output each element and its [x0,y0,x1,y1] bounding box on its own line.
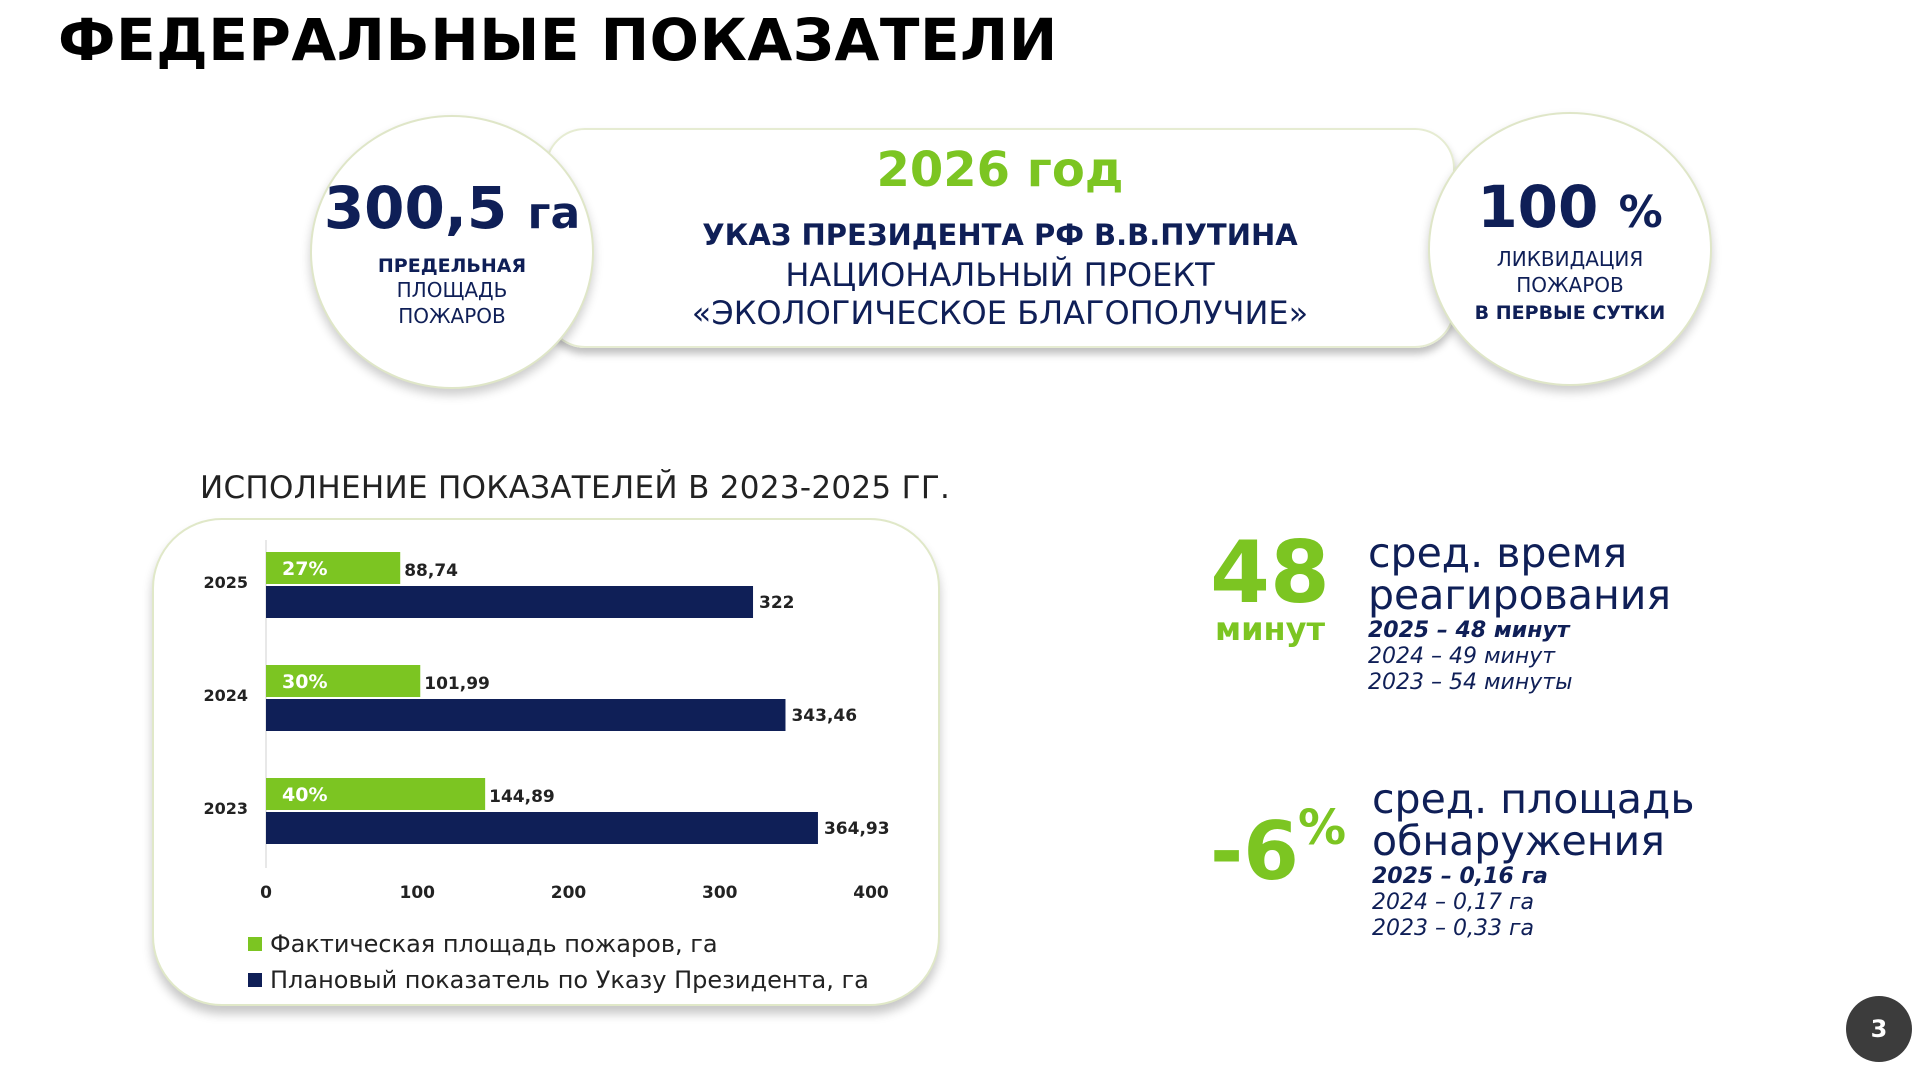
max-area-unit: га [527,188,581,239]
banner-project: НАЦИОНАЛЬНЫЙ ПРОЕКТ [785,256,1215,294]
response-time-unit: минут [1214,610,1326,648]
detection-area-unit: % [1298,800,1347,856]
response-time-2024: 2024 – 49 минут [1368,644,1556,669]
response-time-label-line1: сред. время [1368,529,1628,577]
banner: 2026 год УКАЗ ПРЕЗИДЕНТА РФ В.В.ПУТИНА Н… [545,128,1455,348]
liquidation-value: 100 [1477,173,1599,241]
max-area-label-line2: ПЛОЩАДЬ [396,278,508,302]
legend-label-actual: Фактическая площадь пожаров, га [270,930,718,958]
legend-swatch-actual [248,937,262,951]
max-area-label-bold: ПРЕДЕЛЬНАЯ [377,255,527,277]
legend-item-actual: Фактическая площадь пожаров, га [248,930,718,958]
max-area-label-line3: ПОЖАРОВ [398,304,506,328]
response-time-value: 48 [1210,523,1330,623]
detection-area-2023: 2023 – 0,33 га [1372,916,1534,941]
detection-area-label-line1: сред. площадь [1372,775,1695,823]
liquidation-label-line1: ЛИКВИДАЦИЯ [1496,247,1644,271]
detection-area-2025: 2025 – 0,16 га [1372,864,1548,889]
liquidation-value-row: 100 % [1430,178,1710,236]
response-time-2025: 2025 – 48 минут [1368,618,1570,643]
legend-swatch-plan [248,973,262,987]
max-area-circle: 300,5 га ПРЕДЕЛЬНАЯ ПЛОЩАДЬ ПОЖАРОВ [310,115,594,389]
response-time-label: сред. время реагирования [1368,532,1671,616]
response-time-2023: 2023 – 54 минуты [1368,670,1573,695]
legend-label-plan: Плановый показатель по Указу Президента,… [270,966,869,994]
banner-year: 2026 год [876,142,1124,198]
liquidation-label-bold: В ПЕРВЫЕ СУТКИ [1474,302,1666,324]
liquidation-unit: % [1618,187,1663,238]
max-area-value: 300,5 [323,174,508,242]
chart-heading: ИСПОЛНЕНИЕ ПОКАЗАТЕЛЕЙ В 2023-2025 ГГ. [200,470,951,506]
liquidation-circle: 100 % ЛИКВИДАЦИЯ ПОЖАРОВ В ПЕРВЫЕ СУТКИ [1428,112,1712,386]
detection-area-label: сред. площадь обнаружения [1372,778,1695,862]
max-area-value-row: 300,5 га [312,179,592,237]
response-time-label-line2: реагирования [1368,571,1672,619]
banner-decree: УКАЗ ПРЕЗИДЕНТА РФ В.В.ПУТИНА [702,218,1298,252]
detection-area-value: -6 [1210,805,1299,898]
page-number: 3 [1846,996,1912,1062]
detection-area-label-line2: обнаружения [1372,817,1665,865]
banner-project-name: «ЭКОЛОГИЧЕСКОЕ БЛАГОПОЛУЧИЕ» [691,294,1309,332]
legend-item-plan: Плановый показатель по Указу Президента,… [248,966,869,994]
detection-area-2024: 2024 – 0,17 га [1372,890,1534,915]
liquidation-label-line2: ПОЖАРОВ [1516,273,1624,297]
page-title: ФЕДЕРАЛЬНЫЕ ПОКАЗАТЕЛИ [58,6,1058,74]
